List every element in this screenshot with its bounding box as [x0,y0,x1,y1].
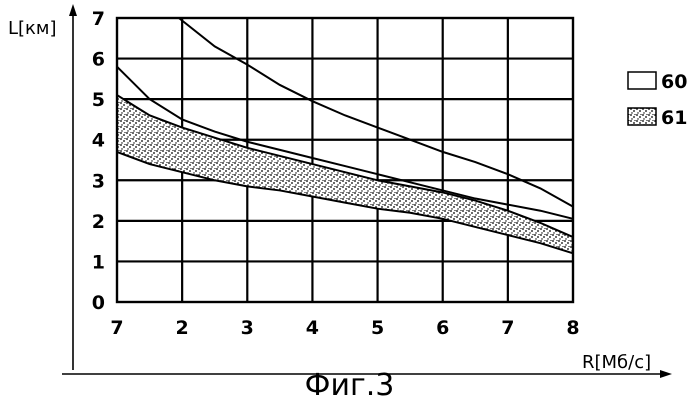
x-tick-label: 7 [501,317,514,339]
y-tick-label: 5 [92,89,105,111]
series-61-area [117,95,573,253]
legend-label-61: 61 [661,107,687,129]
y-tick-label: 6 [92,49,105,71]
x-tick-label: 3 [241,317,254,339]
legend-swatch-60 [628,72,656,89]
x-tick-label: 7 [110,317,123,339]
x-tick-label: 5 [371,317,384,339]
y-tick-labels: 0 1 2 3 4 5 6 7 [92,8,105,314]
x-tick-labels: 7 2 3 4 5 6 7 8 [110,317,579,339]
y-tick-label: 3 [92,170,105,192]
y-tick-label: 7 [92,8,105,30]
y-tick-label: 2 [92,211,105,233]
y-tick-label: 1 [92,251,105,273]
y-tick-label: 0 [92,292,105,314]
x-tick-label: 4 [306,317,319,339]
figure-caption: Фиг.3 [0,368,699,403]
y-tick-label: 4 [92,130,105,152]
x-tick-label: 2 [176,317,189,339]
y-axis-label: L[км] [8,18,57,39]
legend-swatch-61 [628,108,656,125]
series-61-band [117,95,573,253]
legend-label-60: 60 [661,71,687,93]
y-axis-arrow-icon [69,4,77,16]
x-tick-label: 8 [566,317,579,339]
legend: 60 61 [628,71,687,129]
x-tick-label: 6 [436,317,449,339]
